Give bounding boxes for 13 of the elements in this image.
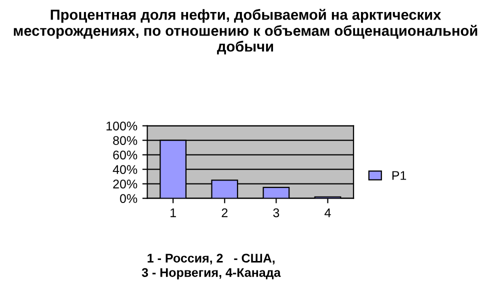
y-tick-label: 40% — [112, 165, 138, 174]
x-tick-label: 3 — [273, 208, 280, 218]
x-tick-label: 1 — [170, 208, 176, 218]
x-tick-label: 2 — [222, 208, 228, 218]
y-tick-label: 80% — [113, 136, 138, 145]
text: 1 - Россия, 2 - США, 3 - Норвегия, 4-Канада — [142, 254, 281, 280]
y-tick-label: 0% — [120, 194, 138, 203]
y-tick-label: 100% — [106, 122, 138, 130]
y-tick-label: 60% — [113, 150, 138, 160]
legend-label: P1 — [392, 171, 406, 180]
y-tick-label: 20% — [113, 180, 138, 188]
chart-title: Процентная доля нефти, добываемой на арктических месторождениях, по отношению к объемам общенациональной добычи — [14, 8, 478, 54]
x-tick-label: 4 — [324, 208, 331, 218]
